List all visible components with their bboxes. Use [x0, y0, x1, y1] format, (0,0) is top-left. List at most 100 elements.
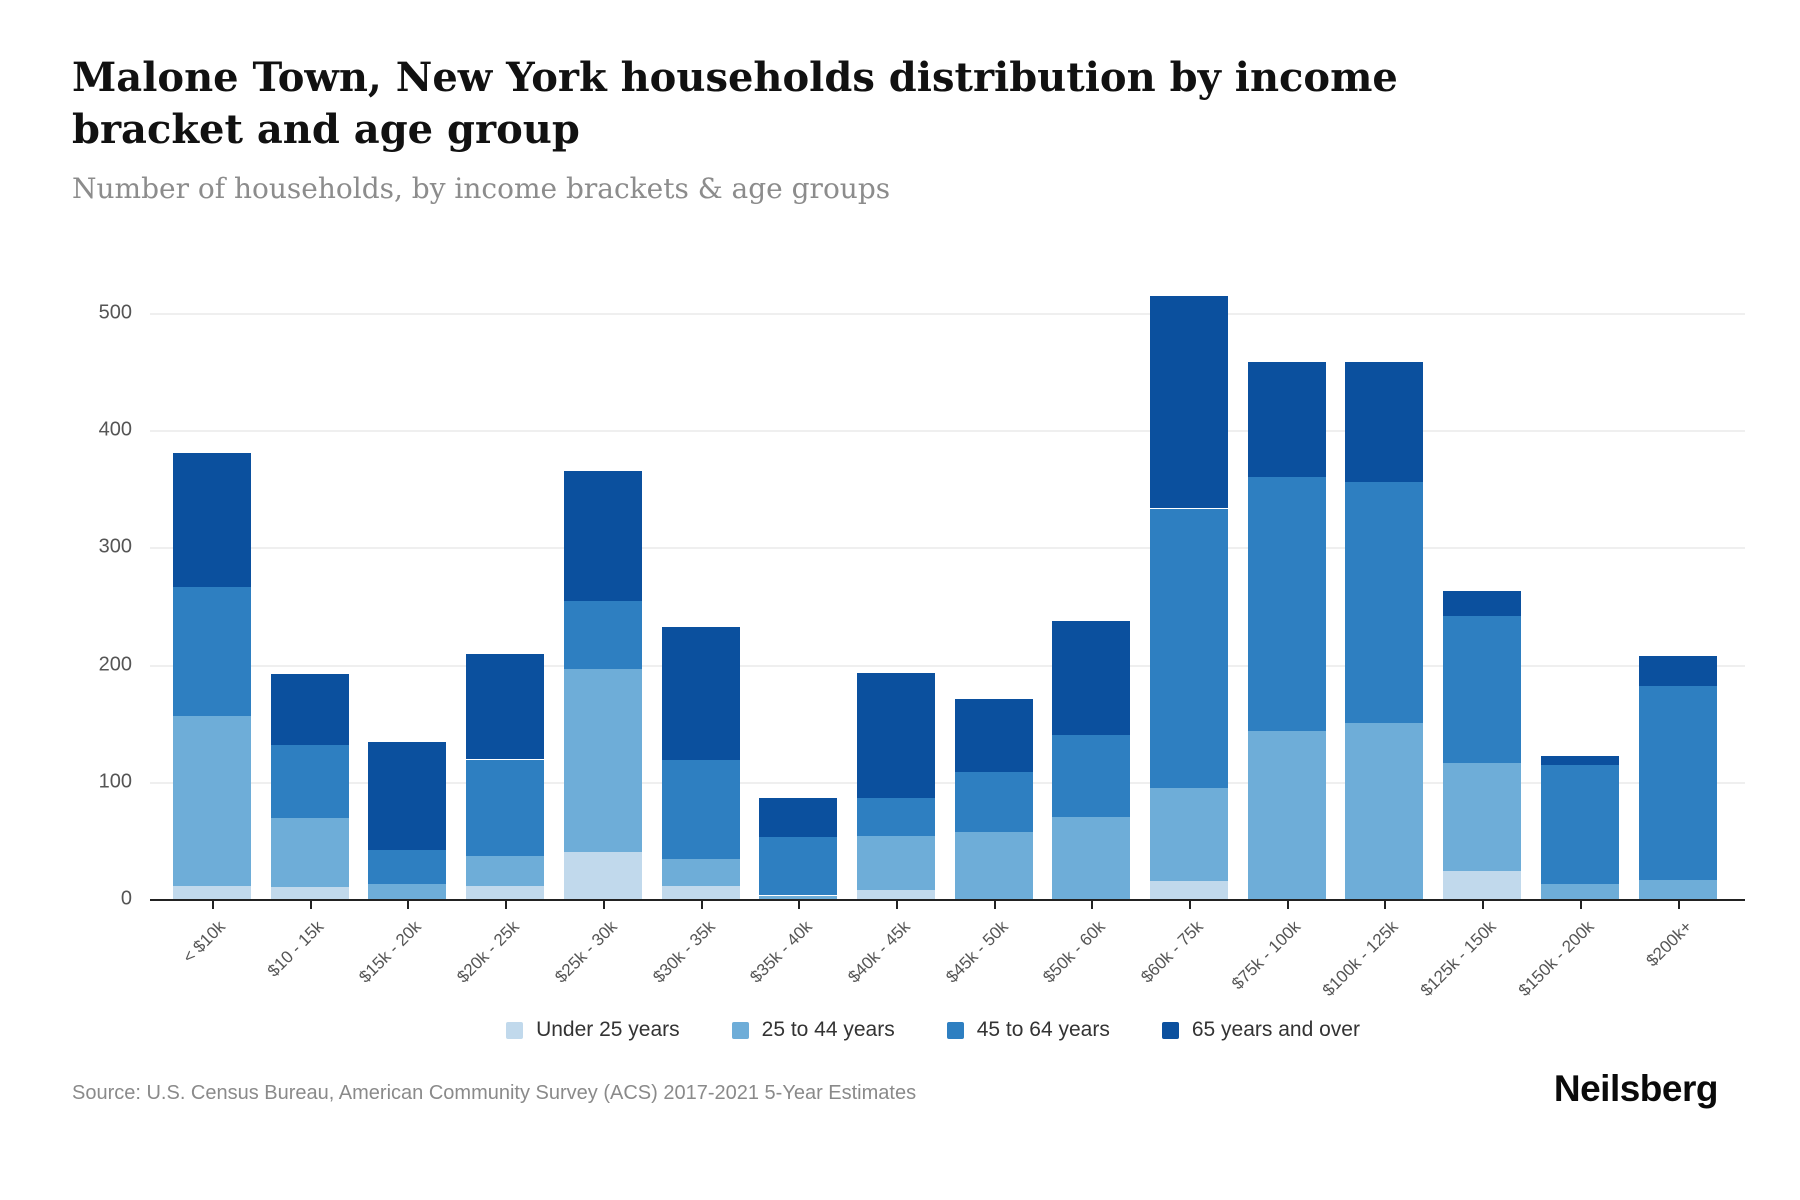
bar-segment-45-to-64-years[interactable] [368, 849, 446, 884]
y-axis-tick-label: 0 [120, 887, 132, 910]
bar-segment-25-to-44-years[interactable] [368, 883, 446, 899]
x-axis-tick-label: $45k - 50k [941, 917, 1012, 987]
x-axis-tick-label: $60k - 75k [1136, 917, 1207, 987]
x-axis-tick-label: $75k - 100k [1228, 917, 1305, 994]
bar-segment-45-to-64-years[interactable] [1345, 481, 1423, 724]
bar-segment-under-25-years[interactable] [857, 889, 935, 899]
y-axis-tick-label: 300 [98, 535, 132, 558]
legend-swatch-icon [1161, 1021, 1179, 1039]
x-axis-tick-label: < $10k [179, 917, 230, 967]
x-axis-tick [896, 901, 898, 909]
bar-segment-45-to-64-years[interactable] [564, 601, 642, 670]
bar-segment-45-to-64-years[interactable] [1150, 508, 1228, 788]
bar-segment-25-to-44-years[interactable] [1541, 883, 1619, 899]
x-axis-tick [212, 901, 214, 909]
bar-segment-25-to-44-years[interactable] [1345, 723, 1423, 899]
bar-segment-65-years-and-over[interactable] [173, 453, 251, 588]
source-note: Source: U.S. Census Bureau, American Com… [72, 1082, 917, 1104]
legend-swatch-icon [506, 1021, 524, 1039]
bar-segment-25-to-44-years[interactable] [955, 832, 1033, 899]
bar-segment-65-years-and-over[interactable] [1639, 656, 1717, 686]
bar-segment-25-to-44-years[interactable] [564, 669, 642, 853]
x-axis-tick [994, 901, 996, 909]
bar-segment-25-to-44-years[interactable] [759, 895, 837, 899]
page-title: Malone Town, New York households distrib… [72, 54, 1398, 153]
bar-segment-65-years-and-over[interactable] [662, 627, 740, 760]
x-axis-tick [407, 901, 409, 909]
bar-segment-45-to-64-years[interactable] [1541, 765, 1619, 884]
bar-segment-65-years-and-over[interactable] [271, 673, 349, 746]
bar-segment-45-to-64-years[interactable] [1443, 616, 1521, 763]
x-axis-tick-label: $15k - 20k [354, 917, 425, 987]
bar-segment-under-25-years[interactable] [564, 852, 642, 899]
bar-segment-45-to-64-years[interactable] [271, 745, 349, 819]
x-axis-tick [1189, 901, 1191, 909]
x-axis-tick-label: $40k - 45k [843, 917, 914, 987]
bar-segment-25-to-44-years[interactable] [857, 835, 935, 890]
bar-segment-65-years-and-over[interactable] [759, 798, 837, 837]
bar-segment-45-to-64-years[interactable] [173, 587, 251, 717]
x-axis-tick-label: $100k - 125k [1318, 917, 1402, 1000]
x-axis-tick-label: $25k - 30k [550, 917, 621, 987]
chart-legend: Under 25 years 25 to 44 years 45 to 64 yea… [150, 1018, 1716, 1042]
legend-item[interactable]: Under 25 years [506, 1018, 680, 1042]
legend-label: 45 to 64 years [976, 1018, 1110, 1041]
brand-logo: Neilsberg [1553, 1068, 1719, 1109]
bar-segment-under-25-years[interactable] [1150, 881, 1228, 899]
bar-segment-65-years-and-over[interactable] [955, 698, 1033, 773]
bar-segment-45-to-64-years[interactable] [1248, 476, 1326, 732]
bar-segment-under-25-years[interactable] [662, 886, 740, 899]
x-axis-tick-label: $30k - 35k [648, 917, 719, 987]
gridline [150, 665, 1745, 667]
bar-segment-under-25-years[interactable] [466, 886, 544, 899]
bar-segment-65-years-and-over[interactable] [466, 653, 544, 760]
bar-segment-45-to-64-years[interactable] [1052, 734, 1130, 817]
legend-item[interactable]: 25 to 44 years [731, 1018, 895, 1042]
bar-segment-45-to-64-years[interactable] [955, 772, 1033, 833]
bar-segment-25-to-44-years[interactable] [1443, 763, 1521, 871]
bar-segment-45-to-64-years[interactable] [759, 836, 837, 896]
page-subtitle: Number of households, by income brackets… [72, 172, 891, 205]
bar-segment-25-to-44-years[interactable] [466, 855, 544, 887]
bar-segment-25-to-44-years[interactable] [1052, 816, 1130, 899]
bar-segment-45-to-64-years[interactable] [857, 798, 935, 836]
bar-segment-25-to-44-years[interactable] [173, 716, 251, 887]
bar-segment-65-years-and-over[interactable] [564, 471, 642, 602]
bar-segment-45-to-64-years[interactable] [466, 759, 544, 856]
legend-swatch-icon [731, 1021, 749, 1039]
x-axis-tick-label: $200k+ [1642, 917, 1696, 971]
bar-segment-65-years-and-over[interactable] [1150, 296, 1228, 509]
legend-item[interactable]: 65 years and over [1161, 1018, 1360, 1042]
bar-segment-25-to-44-years[interactable] [662, 859, 740, 887]
bar-segment-65-years-and-over[interactable] [1443, 590, 1521, 617]
bar-segment-65-years-and-over[interactable] [1345, 362, 1423, 482]
x-axis-tick [310, 901, 312, 909]
x-axis-tick-label: $150k - 200k [1514, 917, 1598, 1000]
bar-segment-65-years-and-over[interactable] [1248, 362, 1326, 477]
bar-segment-25-to-44-years[interactable] [271, 818, 349, 888]
x-axis-tick [1287, 901, 1289, 909]
legend-item[interactable]: 45 to 64 years [946, 1018, 1110, 1042]
bar-segment-65-years-and-over[interactable] [1541, 756, 1619, 766]
bar-segment-45-to-64-years[interactable] [1639, 685, 1717, 881]
bar-segment-65-years-and-over[interactable] [857, 672, 935, 799]
x-axis-tick [1580, 901, 1582, 909]
bar-segment-25-to-44-years[interactable] [1639, 880, 1717, 899]
y-axis-tick-label: 200 [98, 653, 132, 676]
bar-segment-under-25-years[interactable] [1443, 870, 1521, 899]
bar-segment-25-to-44-years[interactable] [1248, 731, 1326, 899]
bar-segment-45-to-64-years[interactable] [662, 759, 740, 860]
x-axis-tick-label: $35k - 40k [745, 917, 816, 987]
bar-segment-25-to-44-years[interactable] [1150, 787, 1228, 882]
bar-segment-under-25-years[interactable] [173, 886, 251, 899]
x-axis-tick-label: $10 - 15k [263, 917, 328, 981]
bar-segment-65-years-and-over[interactable] [368, 741, 446, 850]
x-axis-tick-label: $50k - 60k [1038, 917, 1109, 987]
bar-segment-65-years-and-over[interactable] [1052, 621, 1130, 735]
bar-segment-under-25-years[interactable] [271, 887, 349, 899]
y-axis-tick-label: 100 [98, 770, 132, 793]
y-axis-tick-label: 500 [98, 301, 132, 324]
x-axis-tick [1091, 901, 1093, 909]
x-axis-tick-label: $125k - 150k [1416, 917, 1500, 1000]
